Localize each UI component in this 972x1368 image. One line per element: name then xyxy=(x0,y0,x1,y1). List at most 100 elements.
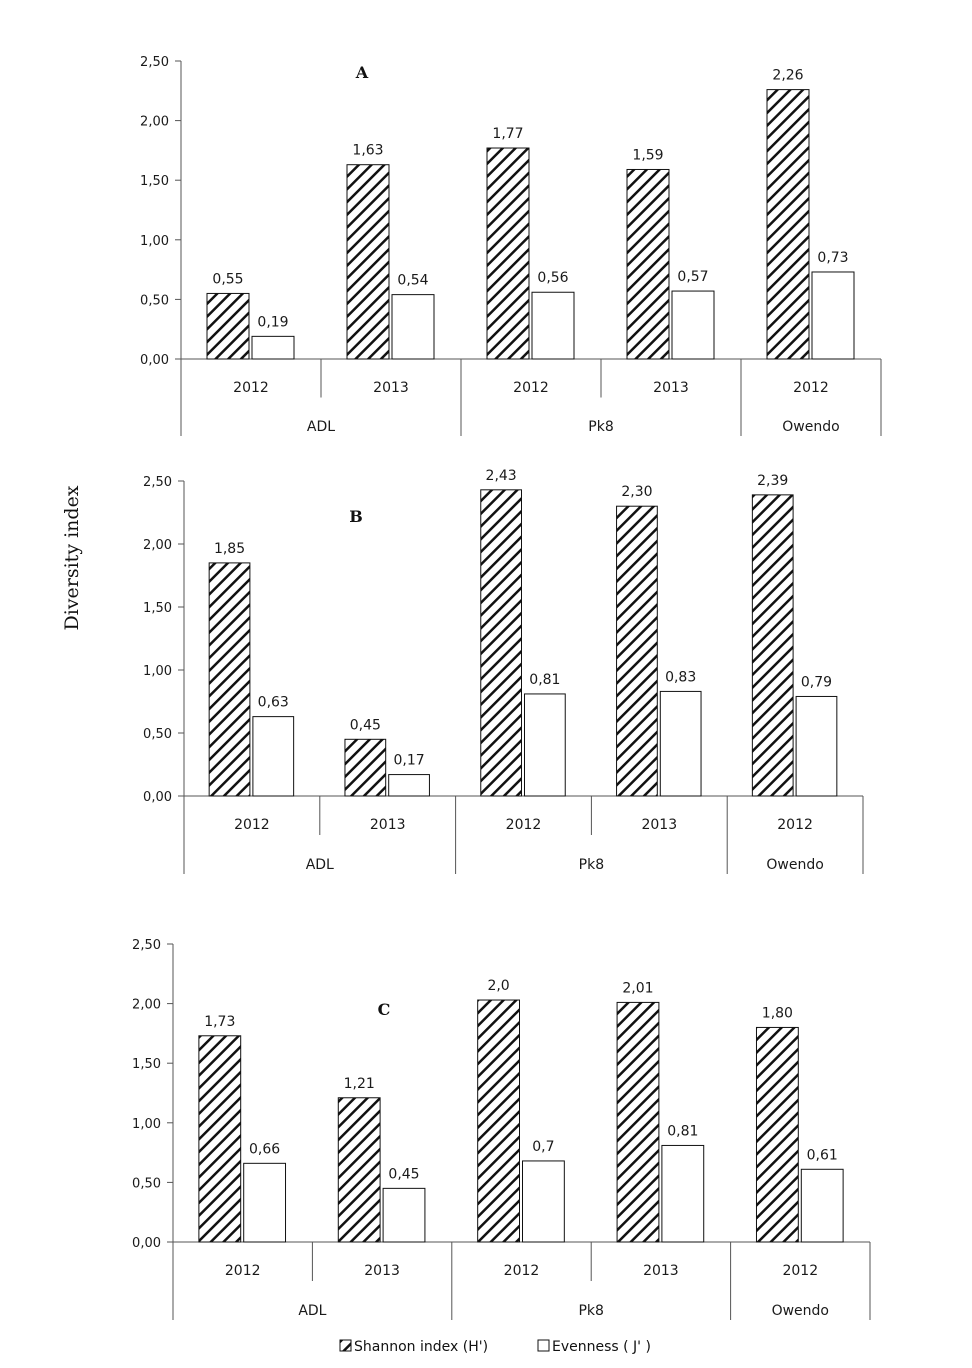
chart-panel-a: 0,00 0,50 1,00 1,50 2,00 2,50 A 0,55 0,19 2012 1,6… xyxy=(140,55,882,436)
y-tick-label: 0,50 xyxy=(132,1176,161,1191)
data-label-evenness: 0,79 xyxy=(801,674,832,690)
data-label-evenness: 0,54 xyxy=(397,273,428,289)
data-label-evenness: 0,63 xyxy=(258,695,289,711)
group-label: ADL xyxy=(307,419,335,435)
bar-shannon xyxy=(766,89,810,360)
y-tick-label: 1,00 xyxy=(143,664,172,679)
x-category-label: 2012 xyxy=(506,817,542,833)
legend: Shannon index (H') Evenness ( J' ) xyxy=(339,1339,651,1355)
data-label-shannon: 2,01 xyxy=(622,980,653,996)
data-label-evenness: 0,19 xyxy=(257,314,288,330)
data-label-shannon: 1,73 xyxy=(204,1014,235,1030)
bar-evenness xyxy=(671,290,715,360)
data-label-shannon: 0,55 xyxy=(212,271,243,287)
x-category-label: 2013 xyxy=(373,380,409,396)
bar-shannon xyxy=(755,1026,799,1243)
data-label-evenness: 0,56 xyxy=(537,270,568,286)
data-label-shannon: 1,59 xyxy=(632,147,663,163)
x-category-label: 2013 xyxy=(364,1263,400,1279)
bar-shannon xyxy=(206,292,250,360)
bar-shannon xyxy=(477,999,520,1243)
data-label-evenness: 0,81 xyxy=(529,672,560,688)
data-label-evenness: 0,66 xyxy=(249,1141,280,1157)
bar-evenness xyxy=(659,690,702,797)
x-category-label: 2012 xyxy=(233,380,269,396)
group-label: Owendo xyxy=(782,419,839,435)
data-label-shannon: 1,21 xyxy=(344,1076,375,1092)
y-tick-label: 2,50 xyxy=(132,938,161,953)
bar-shannon xyxy=(344,738,387,797)
bar-shannon xyxy=(480,489,523,797)
bar-shannon xyxy=(626,168,670,360)
group-label: ADL xyxy=(298,1303,326,1319)
bar-evenness xyxy=(531,291,575,360)
x-category-label: 2013 xyxy=(641,817,677,833)
bar-shannon xyxy=(208,562,251,797)
y-tick-label: 2,00 xyxy=(140,115,169,130)
bar-evenness xyxy=(661,1144,705,1243)
group-label: Pk8 xyxy=(588,419,613,435)
group-label: Owendo xyxy=(766,857,823,873)
bar-evenness xyxy=(391,294,435,360)
x-category-label: 2013 xyxy=(643,1263,679,1279)
data-label-evenness: 0,61 xyxy=(807,1147,838,1163)
bar-shannon xyxy=(346,164,390,360)
bar-shannon xyxy=(751,494,794,797)
y-tick-label: 2,50 xyxy=(143,475,172,490)
bar-shannon xyxy=(337,1097,381,1243)
x-category-label: 2012 xyxy=(504,1263,540,1279)
data-label-shannon: 1,80 xyxy=(762,1005,793,1021)
x-category-label: 2012 xyxy=(793,380,829,396)
y-tick-label: 0,00 xyxy=(143,790,172,805)
bar-evenness xyxy=(388,774,430,797)
legend-swatch-evenness xyxy=(537,1339,550,1352)
data-label-evenness: 0,73 xyxy=(817,250,848,266)
group-label: ADL xyxy=(306,857,334,873)
legend-swatch-shannon xyxy=(339,1339,352,1352)
x-category-label: 2012 xyxy=(777,817,813,833)
x-category-label: 2012 xyxy=(513,380,549,396)
bar-evenness xyxy=(811,271,855,360)
data-label-shannon: 0,45 xyxy=(350,717,381,733)
x-category-label: 2012 xyxy=(225,1263,261,1279)
data-label-shannon: 1,77 xyxy=(492,126,523,142)
bar-evenness xyxy=(524,693,566,797)
y-tick-label: 1,50 xyxy=(132,1057,161,1072)
legend-label-shannon: Shannon index (H') xyxy=(354,1339,488,1355)
y-tick-label: 2,50 xyxy=(140,55,169,70)
y-tick-label: 1,50 xyxy=(140,174,169,189)
panel-letter: B xyxy=(349,507,363,526)
y-tick-label: 1,50 xyxy=(143,601,172,616)
group-label: Pk8 xyxy=(578,1303,603,1319)
data-label-shannon: 2,0 xyxy=(487,978,509,994)
chart-panel-c: 0,00 0,50 1,00 1,50 2,00 2,50 C 1,73 0,66 2012 1,2… xyxy=(132,938,871,1320)
bar-evenness xyxy=(795,695,838,797)
bar-shannon xyxy=(486,147,530,360)
bar-evenness xyxy=(251,335,295,360)
data-label-shannon: 1,63 xyxy=(352,143,383,159)
bar-evenness xyxy=(800,1168,844,1243)
group-label: Pk8 xyxy=(579,857,604,873)
y-tick-label: 0,00 xyxy=(140,353,169,368)
x-category-label: 2013 xyxy=(370,817,406,833)
bar-shannon xyxy=(198,1035,242,1243)
x-category-label: 2013 xyxy=(653,380,689,396)
x-category-label: 2012 xyxy=(234,817,270,833)
data-label-evenness: 0,45 xyxy=(388,1166,419,1182)
data-label-evenness: 0,83 xyxy=(665,669,696,685)
data-label-evenness: 0,57 xyxy=(677,269,708,285)
bar-evenness xyxy=(522,1160,565,1243)
bar-shannon xyxy=(616,1001,660,1243)
legend-label-evenness: Evenness ( J' ) xyxy=(552,1339,651,1355)
data-label-evenness: 0,17 xyxy=(393,753,424,769)
chart-panel-b: 0,00 0,50 1,00 1,50 2,00 2,50 B 1,85 0,63 2012 0,4… xyxy=(143,468,864,874)
y-tick-label: 0,00 xyxy=(132,1236,161,1251)
data-label-shannon: 1,85 xyxy=(214,541,245,557)
panel-letter: C xyxy=(378,1000,391,1019)
y-tick-label: 2,00 xyxy=(132,998,161,1013)
data-label-evenness: 0,7 xyxy=(532,1139,554,1155)
bar-evenness xyxy=(252,716,295,797)
data-label-shannon: 2,43 xyxy=(486,468,517,484)
y-tick-label: 2,00 xyxy=(143,538,172,553)
